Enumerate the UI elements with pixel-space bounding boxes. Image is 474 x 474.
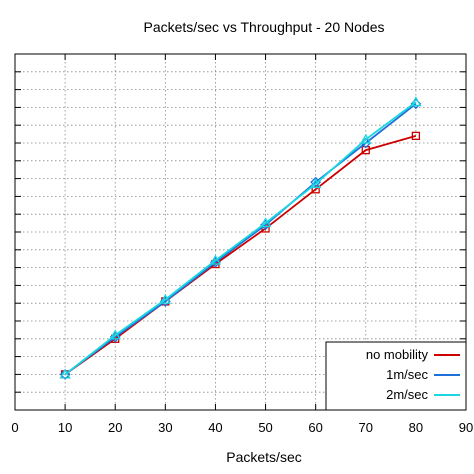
series-line <box>64 103 417 376</box>
data-point <box>411 131 421 141</box>
x-tick-label: 60 <box>308 420 322 435</box>
series-line <box>64 101 417 376</box>
data-point <box>109 329 121 340</box>
x-tick-label: 20 <box>108 420 122 435</box>
data-point <box>159 293 171 304</box>
x-tick-label: 40 <box>208 420 222 435</box>
legend-label: 2m/sec <box>386 387 428 402</box>
axis-ticks: 0 10 20 30 40 50 60 70 80 90 <box>11 53 473 435</box>
data-point <box>259 217 272 228</box>
x-tick-label: 0 <box>11 420 18 435</box>
x-tick-label: 30 <box>158 420 172 435</box>
data-point <box>410 96 422 107</box>
data-point <box>360 133 372 144</box>
x-tick-label: 80 <box>409 420 423 435</box>
series-2m-sec <box>59 96 422 379</box>
series-lines <box>59 96 422 380</box>
x-axis-label: Packets/sec <box>226 449 301 465</box>
data-point <box>310 178 322 189</box>
legend-label: no mobility <box>366 347 429 362</box>
legend: no mobility 1m/sec 2m/sec <box>325 341 467 411</box>
legend-label: 1m/sec <box>386 367 428 382</box>
data-point <box>59 368 71 379</box>
series-1m-sec <box>59 98 422 380</box>
chart-title: Packets/sec vs Throughput - 20 Nodes <box>144 19 385 35</box>
data-point <box>209 254 222 265</box>
x-tick-label: 50 <box>258 420 272 435</box>
series-line <box>64 135 417 376</box>
x-tick-label: 10 <box>58 420 72 435</box>
x-tick-label: 90 <box>459 420 473 435</box>
x-tick-label: 70 <box>359 420 373 435</box>
